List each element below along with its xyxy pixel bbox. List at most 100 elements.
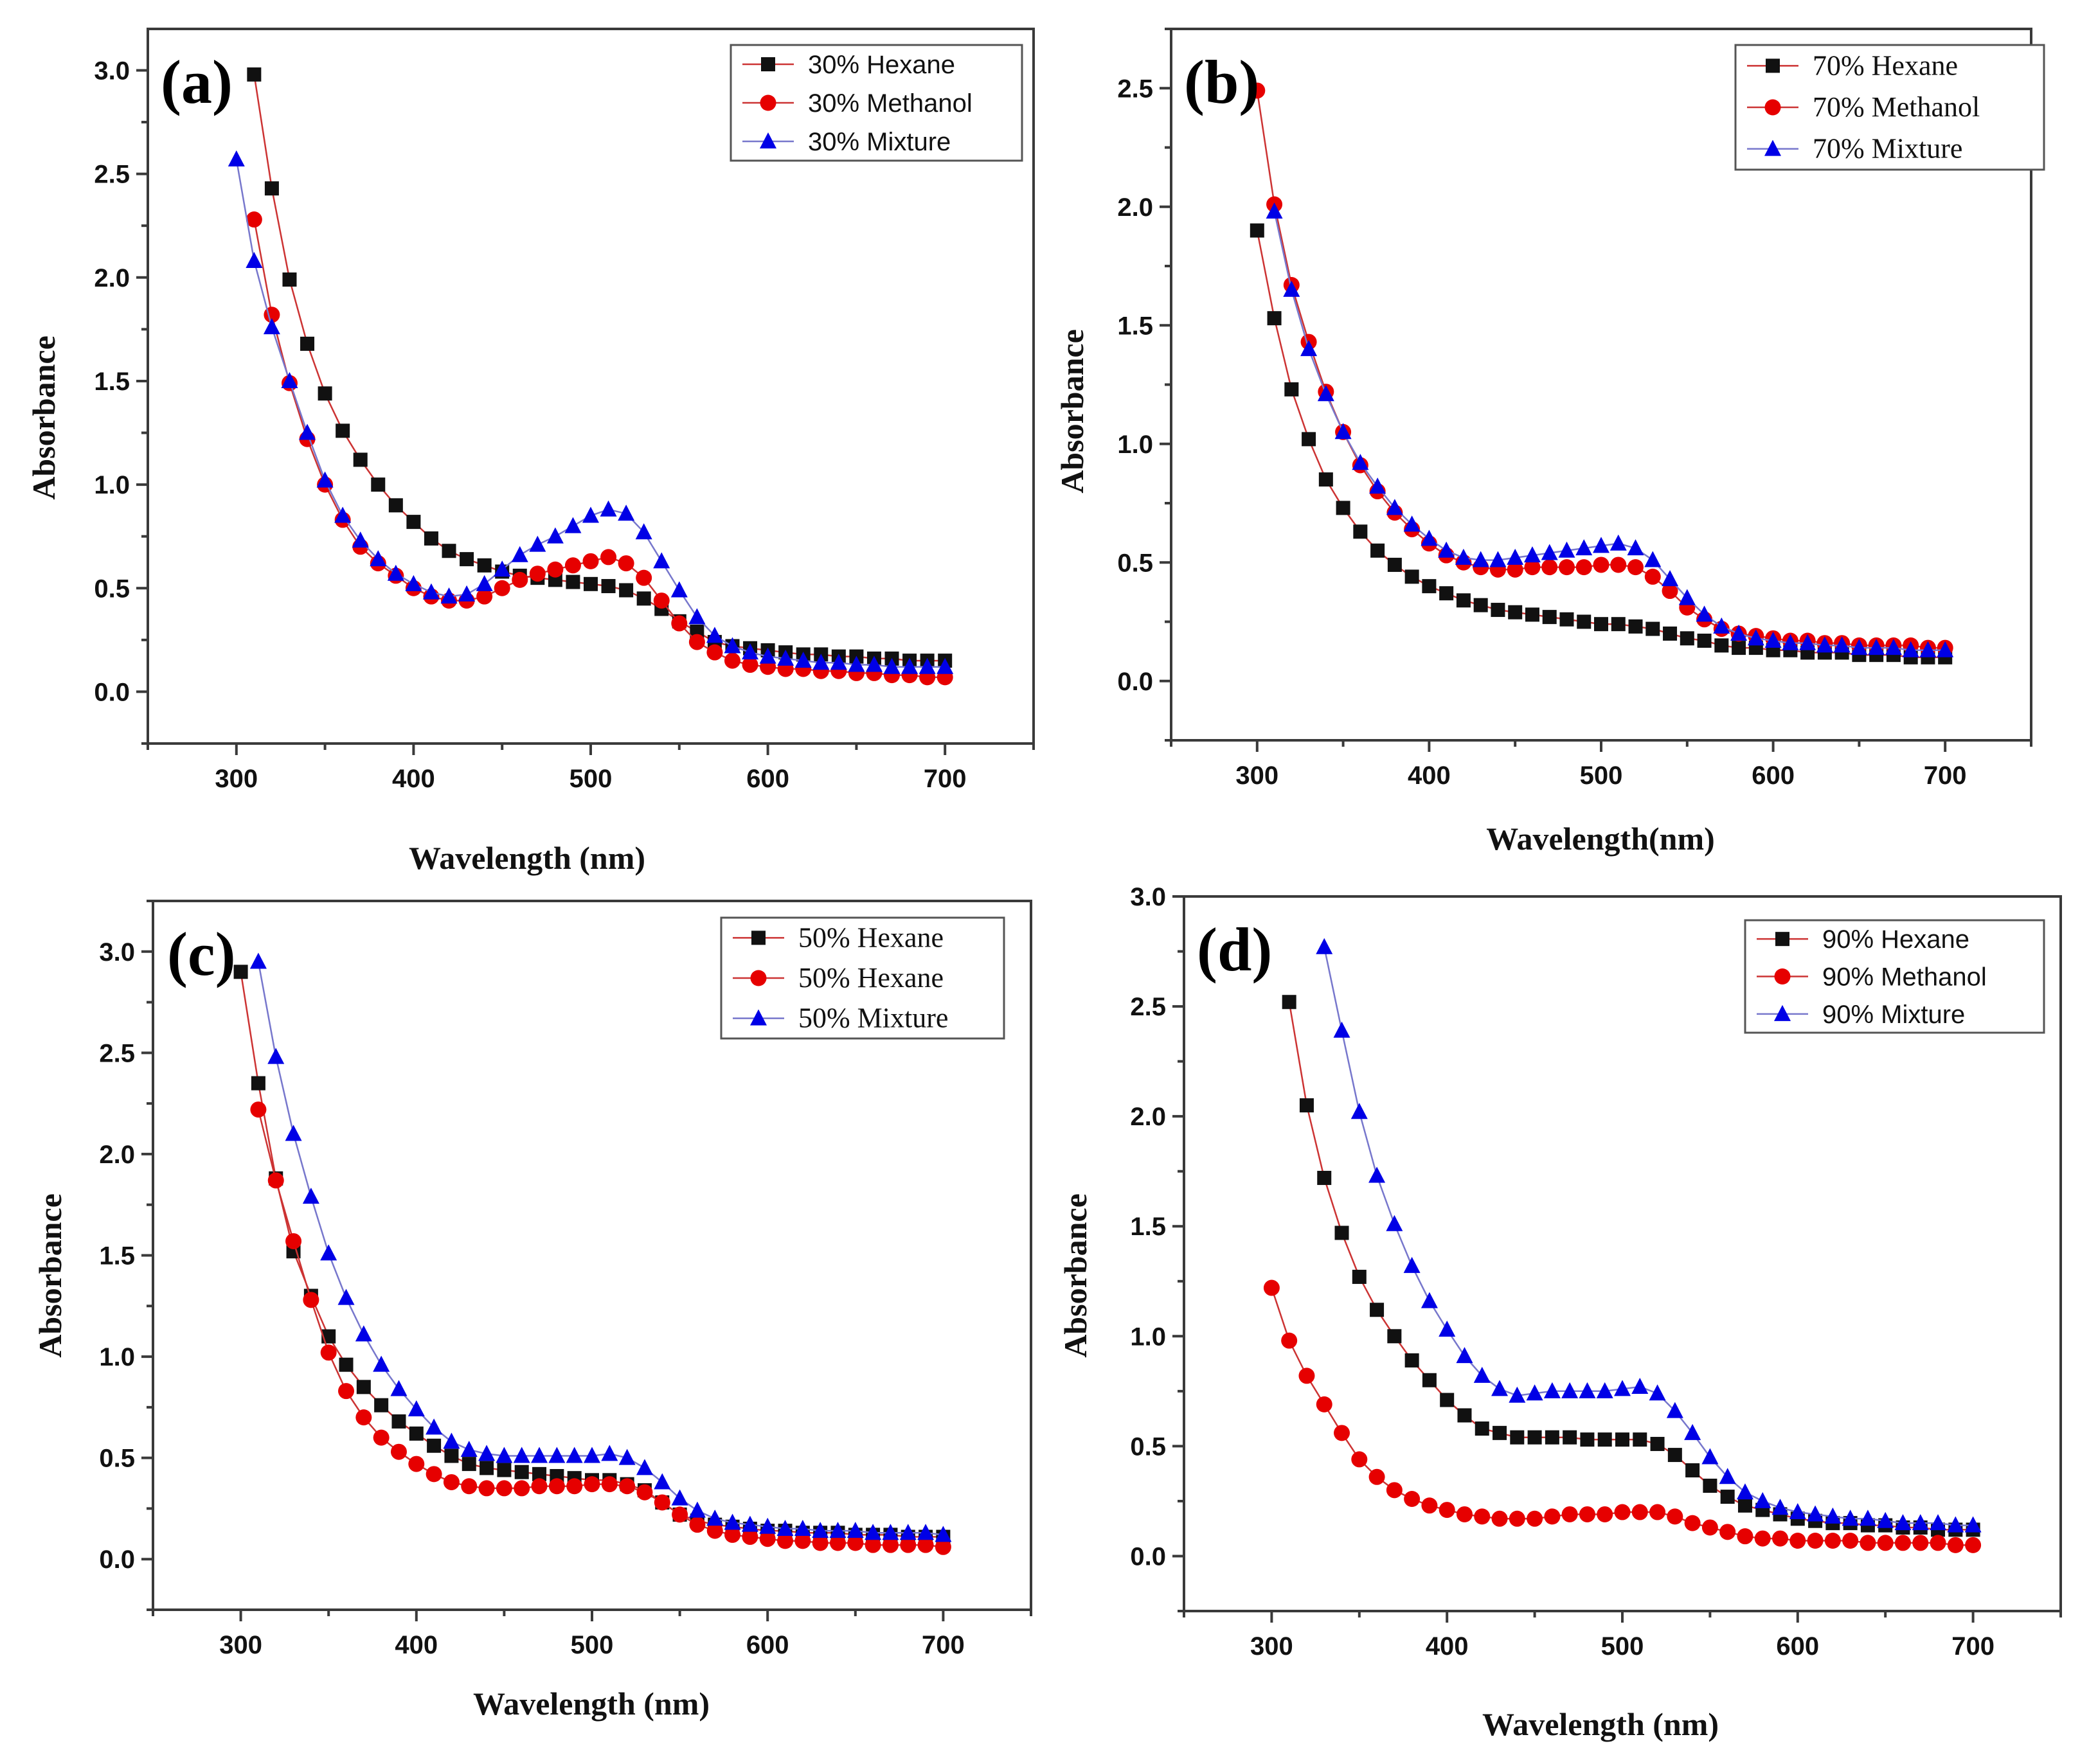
panel-b-legend-label: 70% Mixture	[1813, 133, 1962, 165]
panel-b-data-point	[1302, 432, 1316, 447]
panel-c-x-tick-label: 500	[571, 1631, 614, 1659]
panel-d: 300 400 500 600 700 0.0 0.5 1.0 1.5 2.0 2.5 3.0 Wave…	[1057, 883, 2062, 1742]
panel-c-data-point	[724, 1513, 741, 1530]
panel-c-data-point	[741, 1515, 758, 1532]
panel-a-series-line	[253, 219, 946, 679]
panel-c-data-point	[759, 1531, 776, 1547]
panel-c-data-point	[320, 1344, 337, 1361]
panel-c-data-point	[917, 1524, 935, 1540]
panel-c-data-point	[267, 1172, 284, 1189]
panel-b-data-point	[1559, 612, 1574, 627]
panel-b-legend-label: 70% Hexane	[1813, 49, 1958, 81]
panel-a-data-point	[247, 67, 262, 82]
panel-b-data-point	[1714, 638, 1729, 653]
panel-d-data-point	[1912, 1535, 1929, 1551]
panel-d-data-point	[1824, 1533, 1841, 1549]
panel-c-data-point	[355, 1409, 372, 1426]
panel-c-data-point	[373, 1429, 390, 1446]
panel-a-data-point	[937, 657, 954, 674]
panel-a-legend-label: 30% Mixture	[808, 128, 951, 156]
panel-c-data-point	[531, 1478, 548, 1495]
panel-c-data-point	[374, 1398, 389, 1412]
panel-c-data-point	[671, 1489, 688, 1506]
panel-a-data-point	[388, 498, 403, 513]
panel-c-data-point	[462, 1457, 476, 1472]
panel-b-data-point	[1249, 82, 1266, 99]
panel-a-data-point	[263, 318, 280, 335]
panel-d-data-point	[1403, 1256, 1421, 1273]
panel-a-y-tick-label: 0.0	[94, 678, 130, 706]
panel-b-data-point	[1455, 548, 1472, 565]
panel-c-data-point	[391, 1414, 406, 1429]
panel-d-data-point	[1281, 1332, 1298, 1349]
panel-b-data-point	[1610, 557, 1627, 573]
panel-b-y-tick-label: 2.5	[1117, 75, 1153, 103]
panel-c-data-point	[899, 1524, 917, 1540]
panel-a-data-point	[830, 654, 847, 670]
panel-d-data-point	[1701, 1448, 1719, 1465]
panel-b-data-point	[1317, 385, 1334, 402]
panel-c-data-point	[338, 1383, 355, 1400]
panel-d-data-point	[1544, 1508, 1561, 1525]
panel-c-data-point	[759, 1517, 776, 1534]
panel-b-data-point	[1697, 634, 1712, 648]
panel-c-data-point	[427, 1438, 442, 1453]
panel-d-data-point	[1965, 1537, 1982, 1553]
panel-b-data-point	[1387, 557, 1402, 572]
panel-b-data-point	[1885, 639, 1902, 655]
panel-b-data-point	[1352, 454, 1369, 470]
panel-b-data-point	[1680, 631, 1694, 646]
panel-b-data-point	[1456, 593, 1471, 608]
panel-a-data-point	[618, 555, 634, 572]
panel-a-data-point	[883, 657, 901, 674]
panel-a-data-point	[281, 371, 298, 388]
panel-b-data-point	[1713, 617, 1730, 634]
panel-c-data-point	[250, 1101, 267, 1118]
panel-d-data-point	[1754, 1492, 1771, 1508]
panel-a-data-point	[336, 423, 350, 438]
panel-c-data-point	[900, 1537, 917, 1553]
panel-d-y-tick-label: 1.5	[1130, 1213, 1166, 1241]
panel-d-data-point	[1736, 1483, 1753, 1500]
panel-b-data-point	[1558, 559, 1575, 576]
panel-c-data-point	[794, 1519, 811, 1536]
panel-a-x-tick-label: 400	[392, 765, 435, 793]
panel-b-series-3	[1266, 202, 1954, 657]
panel-a-data-point	[476, 575, 493, 591]
panel-d-data-point	[1368, 1468, 1385, 1485]
panel-a-legend-marker	[761, 57, 775, 71]
panel-a-data-point	[584, 576, 598, 591]
panel-a-data-point	[370, 550, 387, 567]
panel-d-data-point	[1404, 1353, 1419, 1368]
panel-c-data-point	[601, 1445, 618, 1461]
panel-b-y-axis-title: Absorbance	[1054, 329, 1090, 494]
panel-a-data-point	[546, 527, 564, 544]
panel-a-data-point	[564, 557, 581, 574]
panel-a-data-point	[547, 561, 564, 578]
panel-d-y-tick-label: 2.0	[1130, 1103, 1166, 1131]
panel-d-data-point	[1650, 1436, 1665, 1451]
panel-a-data-point	[653, 552, 670, 569]
panel-d-data-point	[1368, 1166, 1386, 1183]
panel-d-legend-marker	[1775, 932, 1789, 947]
panel-b-x-tick-label: 300	[1235, 762, 1278, 790]
panel-c-x-tick-label: 700	[922, 1631, 965, 1659]
panel-d-data-point	[1859, 1510, 1876, 1526]
panel-a-data-point	[316, 471, 334, 488]
panel-b-data-point	[1403, 515, 1421, 532]
panel-c-data-point	[390, 1380, 408, 1396]
panel-a-series-3	[228, 150, 954, 674]
panel-d-y-tick-label: 3.0	[1130, 883, 1166, 911]
panel-b-data-point	[1370, 543, 1385, 558]
panel-d-legend-marker	[1774, 968, 1791, 984]
panel-c-data-point	[285, 1233, 302, 1249]
panel-b-data-point	[1300, 340, 1318, 357]
panel-d-data-point	[1440, 1393, 1455, 1407]
panel-a-data-point	[334, 506, 352, 523]
panel-a-data-point	[777, 649, 794, 666]
panel-c-data-point	[548, 1447, 566, 1463]
panel-a-data-point	[282, 272, 297, 287]
panel-a-series-2	[246, 211, 953, 686]
panel-d-data-point	[1720, 1490, 1735, 1504]
panel-d-label: (d)	[1197, 915, 1272, 984]
